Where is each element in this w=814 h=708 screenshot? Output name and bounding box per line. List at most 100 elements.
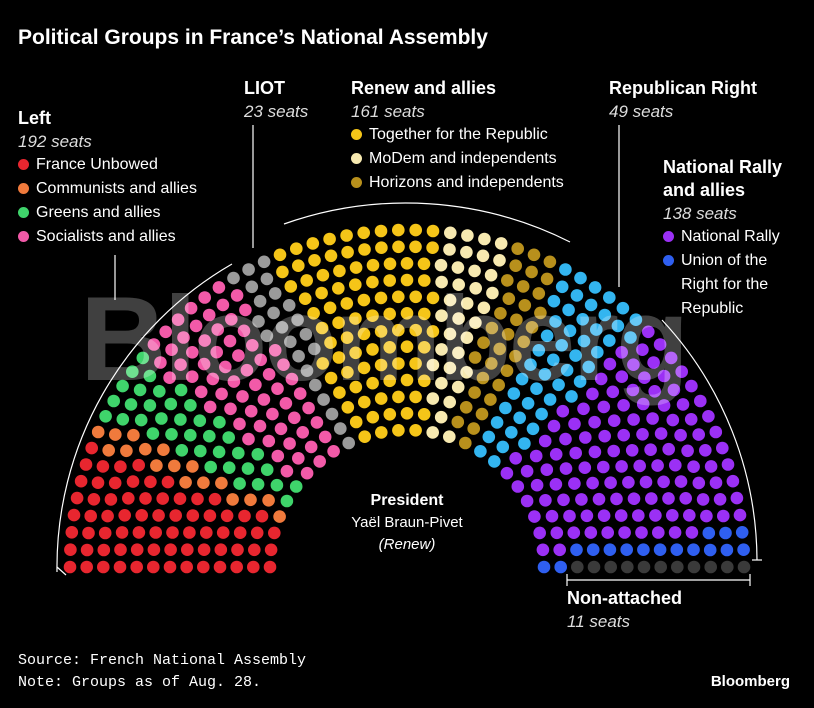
seat	[324, 249, 338, 263]
seat	[468, 351, 482, 364]
seat	[226, 493, 239, 506]
seat	[671, 560, 684, 574]
seat	[426, 358, 440, 372]
seat	[536, 543, 550, 557]
seat	[134, 413, 148, 427]
seat	[569, 349, 582, 362]
group-label: Non-attached 11 seats	[567, 587, 767, 633]
seat	[557, 493, 570, 507]
seat	[490, 416, 504, 429]
seat	[166, 526, 179, 539]
seat	[216, 526, 230, 539]
legend-swatch	[351, 129, 362, 140]
seat	[735, 526, 749, 539]
seat	[467, 422, 481, 435]
seat	[737, 543, 750, 556]
seat	[603, 334, 616, 347]
seat	[530, 382, 543, 396]
seat	[592, 492, 606, 506]
seat	[409, 223, 423, 237]
seat	[604, 476, 617, 490]
seat	[236, 390, 249, 403]
seat	[233, 477, 246, 490]
seat	[554, 560, 567, 574]
seat	[318, 430, 332, 444]
group-name: National Rally and allies	[663, 157, 783, 200]
seat	[559, 432, 572, 446]
seat	[300, 466, 314, 480]
seat	[174, 358, 187, 372]
legend-swatch	[18, 183, 29, 194]
seat	[262, 494, 275, 507]
seat	[511, 242, 524, 255]
seat	[262, 368, 276, 381]
seat	[653, 543, 667, 556]
seat	[704, 460, 718, 473]
seat	[426, 291, 440, 305]
seat	[97, 543, 111, 557]
seat	[426, 241, 439, 254]
seat	[685, 379, 698, 393]
seat	[232, 446, 245, 460]
seat	[366, 258, 380, 272]
seat	[636, 343, 649, 357]
seat	[157, 443, 170, 457]
seat	[486, 286, 499, 300]
seat	[268, 344, 282, 357]
seat	[277, 358, 290, 372]
seat	[197, 357, 211, 371]
seat	[186, 460, 199, 473]
seat	[122, 492, 135, 505]
seat	[507, 387, 521, 400]
seat	[114, 543, 127, 556]
seat	[146, 427, 160, 440]
seat	[435, 376, 448, 390]
seat	[257, 255, 271, 269]
seat	[683, 509, 696, 522]
seat	[476, 371, 490, 385]
seat	[637, 560, 651, 574]
seat	[392, 357, 405, 370]
seat	[443, 293, 457, 307]
seat	[275, 321, 289, 334]
seat	[418, 374, 431, 388]
seat	[687, 543, 700, 556]
seat	[400, 407, 414, 420]
seat	[657, 399, 671, 412]
seat	[91, 476, 105, 490]
seat	[194, 444, 207, 458]
seat	[333, 264, 346, 278]
seat	[349, 261, 363, 274]
seat	[250, 526, 264, 540]
legend-item: National Rally	[663, 225, 798, 249]
president-title: President	[370, 492, 444, 509]
seat	[342, 436, 356, 450]
group-label: Renew and allies 161 seats Together for th…	[351, 77, 611, 195]
seat	[679, 492, 692, 505]
seat	[349, 312, 362, 325]
seat	[84, 509, 97, 523]
seat	[300, 364, 314, 378]
seat	[206, 372, 220, 386]
seat	[703, 543, 717, 557]
seat	[150, 459, 163, 472]
seat	[392, 424, 405, 437]
seat	[375, 426, 388, 439]
group-seats: 49 seats	[609, 102, 674, 121]
seat	[374, 325, 388, 338]
legend-swatch	[663, 231, 674, 242]
seat	[574, 271, 587, 285]
seat	[284, 335, 297, 349]
seat	[539, 494, 552, 507]
seat	[451, 380, 465, 394]
seat	[543, 393, 557, 406]
seat	[637, 543, 650, 556]
seat	[74, 474, 88, 488]
seat	[179, 476, 192, 489]
seat	[540, 463, 554, 477]
watermark: Bloomberg	[80, 272, 689, 406]
seat	[537, 560, 551, 574]
seat	[184, 399, 197, 412]
seat	[615, 460, 628, 473]
seat	[255, 509, 269, 523]
